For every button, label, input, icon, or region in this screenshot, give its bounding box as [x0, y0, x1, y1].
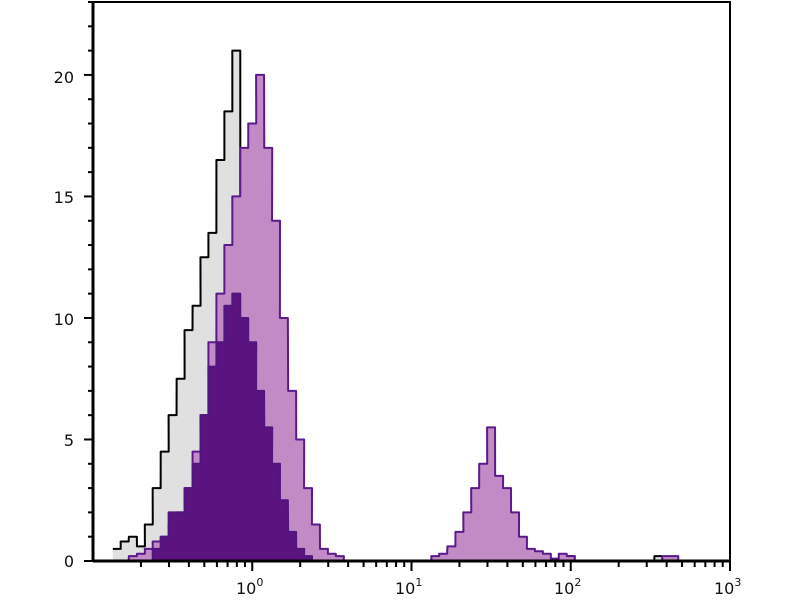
y-tick-label: 0 — [64, 552, 74, 571]
x-tick-label: 100 — [236, 576, 263, 598]
y-tick-label: 15 — [54, 188, 74, 207]
y-tick-label: 10 — [54, 310, 74, 329]
y-tick-labels: 0 5 10 15 20 — [54, 68, 74, 571]
x-tick-label: 103 — [714, 576, 741, 598]
x-tick-labels: 100 101 102 103 — [236, 576, 741, 598]
x-tick-label: 102 — [554, 576, 581, 598]
y-tick-label: 20 — [54, 68, 74, 87]
axes — [84, 1, 731, 571]
x-tick-label: 101 — [395, 576, 422, 598]
series-layer — [112, 49, 687, 562]
y-tick-label: 5 — [64, 431, 74, 450]
